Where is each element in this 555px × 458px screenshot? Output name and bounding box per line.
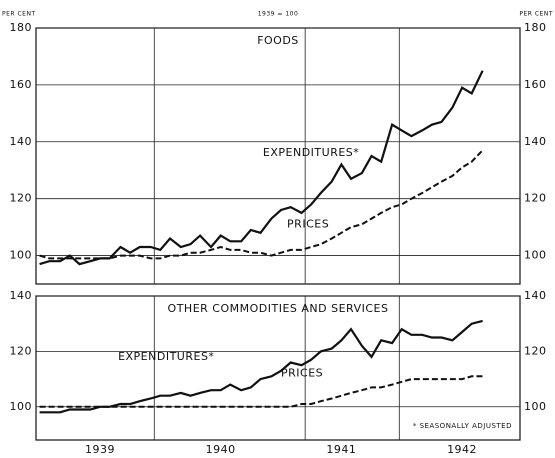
y-tick-label-right: 100	[524, 249, 547, 262]
series-line	[39, 375, 483, 408]
series-label: PRICES	[287, 217, 329, 230]
y-tick-label: 100	[10, 400, 33, 413]
y-tick-label-right: 180	[524, 21, 547, 34]
y-tick-label: 120	[10, 192, 33, 205]
panel-title: OTHER COMMODITIES AND SERVICES	[168, 302, 389, 315]
x-tick-label: 1939	[85, 443, 115, 456]
y-tick-label-right: 140	[524, 135, 547, 148]
x-tick-label: 1942	[447, 443, 477, 456]
y-tick-label: 140	[10, 289, 33, 302]
y-tick-label-right: 140	[524, 289, 547, 302]
note: * SEASONALLY ADJUSTED	[413, 422, 512, 430]
series-label: EXPENDITURES*	[263, 146, 359, 159]
left-unit: PER CENT	[2, 11, 36, 18]
y-tick-label-right: 100	[524, 400, 547, 413]
panel-title: FOODS	[257, 34, 299, 47]
y-tick-label: 180	[10, 21, 33, 34]
y-tick-label: 160	[10, 78, 33, 91]
panel-frame	[35, 295, 521, 441]
y-tick-label: 100	[10, 249, 33, 262]
right-unit: PER CENT	[519, 11, 553, 18]
y-tick-label-right: 120	[524, 192, 547, 205]
x-tick-label: 1941	[326, 443, 356, 456]
series-line	[39, 319, 483, 414]
series-line	[39, 70, 484, 266]
base-note: 1939 = 100	[258, 11, 299, 18]
y-tick-label: 120	[10, 344, 33, 357]
series-label: PRICES	[281, 367, 323, 380]
y-tick-label: 140	[10, 135, 33, 148]
x-tick-label: 1940	[206, 443, 236, 456]
series-label: EXPENDITURES*	[118, 350, 214, 363]
series-line	[39, 149, 484, 260]
y-tick-label-right: 120	[524, 344, 547, 357]
y-tick-label-right: 160	[524, 78, 547, 91]
